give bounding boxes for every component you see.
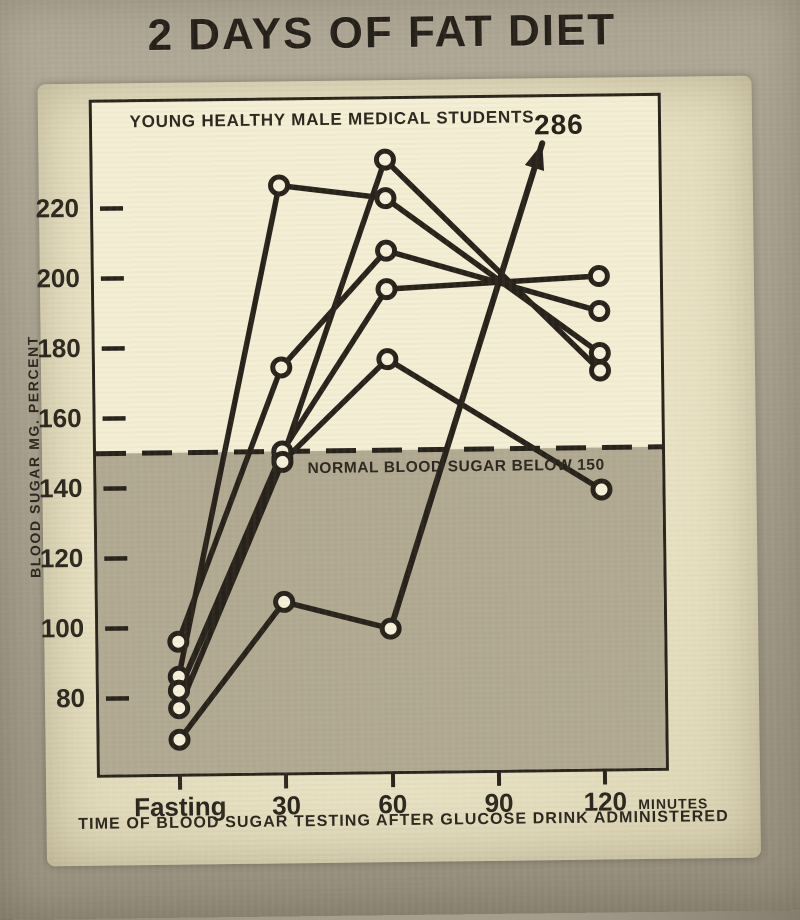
chart-box: YOUNG HEALTHY MALE MEDICAL STUDENTS 286 …	[89, 93, 669, 778]
y-tick-label: 200	[12, 263, 80, 295]
data-point-marker	[270, 177, 287, 194]
data-point-marker	[170, 633, 187, 650]
page-panel: BLOOD SUGAR MG. PERCENT YOUNG HEALTHY MA…	[38, 76, 762, 867]
data-point-marker	[377, 242, 394, 259]
x-axis-tick	[603, 770, 607, 784]
data-point-marker	[171, 731, 188, 748]
x-axis-tick	[390, 773, 394, 787]
y-tick-label: 220	[11, 193, 79, 225]
shaded-normal-region	[96, 447, 666, 775]
data-point-marker	[591, 362, 608, 379]
data-point-marker	[593, 481, 610, 498]
data-point-marker	[377, 190, 394, 207]
plot-svg	[92, 96, 666, 775]
data-point-marker	[591, 302, 608, 319]
data-point-marker	[382, 620, 399, 637]
data-point-marker	[376, 151, 393, 168]
data-point-marker	[171, 700, 188, 717]
y-tick-label: 180	[13, 333, 81, 365]
y-tick-label: 160	[13, 403, 81, 435]
x-axis-tick	[284, 774, 288, 788]
data-point-marker	[379, 351, 396, 368]
data-point-marker	[273, 359, 290, 376]
data-point-marker	[170, 682, 187, 699]
data-point-marker	[590, 267, 607, 284]
y-tick-label: 100	[16, 613, 84, 645]
y-tick-label: 120	[15, 543, 83, 575]
x-axis-tick	[178, 776, 182, 790]
chart-title: 2 DAYS OF FAT DIET	[0, 3, 783, 63]
data-point-marker	[591, 344, 608, 361]
data-point-marker	[378, 281, 395, 298]
x-axis-tick	[497, 772, 501, 786]
y-tick-label: 140	[14, 473, 82, 505]
offscale-value-label: 286	[534, 109, 584, 142]
data-point-marker	[276, 593, 293, 610]
y-tick-label: 80	[17, 683, 85, 715]
